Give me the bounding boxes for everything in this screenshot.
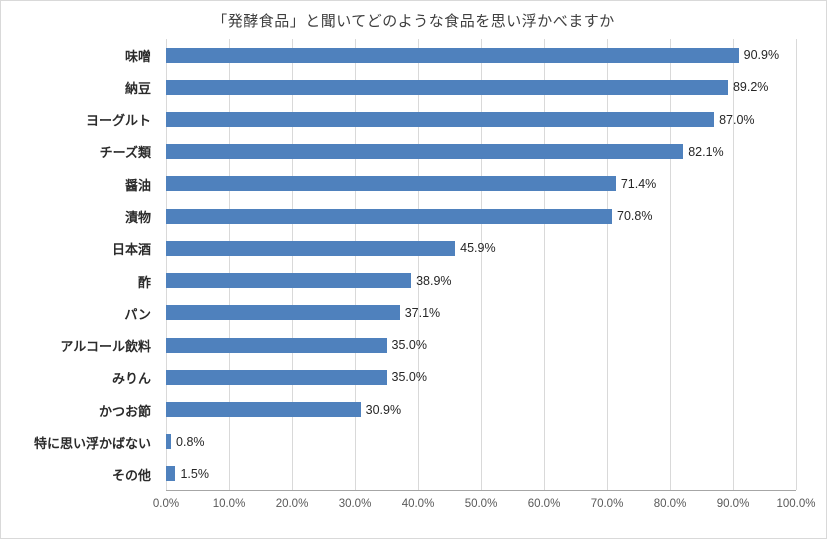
- x-axis-tick-label: 60.0%: [527, 498, 561, 510]
- value-label: 70.8%: [617, 209, 653, 224]
- bar: [166, 434, 172, 450]
- x-axis-tick-label: 20.0%: [275, 498, 309, 510]
- bar-row: 70.8%: [166, 200, 796, 232]
- bar-row: 37.1%: [166, 297, 796, 329]
- x-axis-tick-label: 100.0%: [776, 498, 816, 510]
- gridline: [481, 39, 482, 490]
- bar: [166, 176, 616, 192]
- value-label: 35.0%: [391, 338, 427, 353]
- value-label: 1.5%: [180, 466, 209, 481]
- bar-row: 82.1%: [166, 136, 796, 168]
- gridline: [670, 39, 671, 490]
- bar-row: 0.8%: [166, 426, 796, 458]
- bar-row: 38.9%: [166, 265, 796, 297]
- x-axis-tick-label: 50.0%: [464, 498, 498, 510]
- value-label: 87.0%: [719, 112, 755, 127]
- gridline: [418, 39, 419, 490]
- bar: [166, 112, 715, 128]
- value-label: 38.9%: [416, 273, 452, 288]
- value-label: 71.4%: [620, 176, 657, 191]
- gridline: [355, 39, 356, 490]
- bar: [166, 79, 728, 95]
- bar-row: 71.4%: [166, 168, 796, 200]
- x-axis-tick-label: 0.0%: [152, 498, 180, 510]
- category-label: 特に思い浮かばない: [33, 436, 151, 452]
- value-label: 82.1%: [688, 144, 724, 159]
- category-label: チーズ類: [99, 145, 151, 161]
- bar-row: 30.9%: [166, 393, 796, 425]
- gridline: [166, 39, 167, 490]
- x-axis-tick-label: 30.0%: [338, 498, 372, 510]
- gridline: [607, 39, 608, 490]
- x-axis-tick-label: 10.0%: [212, 498, 246, 510]
- y-axis-category-labels: 味噌納豆ヨーグルトチーズ類醤油漬物日本酒酢パンアルコール飲料みりんかつお節特に思…: [1, 39, 159, 491]
- gridline: [292, 39, 293, 490]
- category-label: 酢: [137, 274, 151, 290]
- gridline: [229, 39, 230, 490]
- bar-row: 35.0%: [166, 329, 796, 361]
- bar-row: 90.9%: [166, 39, 796, 71]
- category-label: 日本酒: [111, 242, 151, 258]
- category-label: みりん: [111, 371, 151, 387]
- value-label: 35.0%: [391, 370, 427, 385]
- chart-title: 「発酵食品」と聞いてどのような食品を思い浮かべますか: [212, 13, 615, 30]
- value-label: 37.1%: [404, 305, 441, 320]
- bar: [166, 305, 400, 321]
- bar: [166, 369, 387, 385]
- x-axis-tick-label: 90.0%: [716, 498, 750, 510]
- bar-rows: 90.9% 89.2% 87.0% 82.1% 71.4% 70.8% 45.9% 38.9%…: [166, 39, 796, 490]
- value-label: 90.9%: [743, 48, 780, 63]
- x-axis-tick-label: 70.0%: [590, 498, 624, 510]
- bar: [166, 337, 387, 353]
- bar: [166, 240, 456, 256]
- category-label: 味噌: [124, 48, 151, 64]
- category-label: 納豆: [124, 80, 151, 96]
- value-label: 0.8%: [176, 434, 205, 449]
- category-label: パン: [124, 306, 151, 322]
- x-axis-tick-label: 80.0%: [653, 498, 687, 510]
- category-label: かつお節: [98, 403, 151, 419]
- category-label: その他: [111, 468, 151, 484]
- bar: [166, 466, 176, 482]
- bar: [166, 273, 412, 289]
- category-label: 漬物: [124, 210, 151, 226]
- bar-row: 87.0%: [166, 103, 796, 135]
- gridline: [733, 39, 734, 490]
- bar-row: 89.2%: [166, 71, 796, 103]
- gridline: [796, 39, 797, 490]
- plot-area: 90.9% 89.2% 87.0% 82.1% 71.4% 70.8% 45.9% 38.9%…: [166, 39, 797, 491]
- bar: [166, 47, 739, 63]
- bar-row: 35.0%: [166, 361, 796, 393]
- value-label: 45.9%: [460, 241, 496, 256]
- bar: [166, 144, 684, 160]
- category-label: アルコール飲料: [60, 339, 151, 355]
- bar: [166, 402, 361, 418]
- value-label: 89.2%: [732, 80, 769, 95]
- x-axis-tick-labels: 0.0% 10.0% 20.0% 30.0% 40.0% 50.0% 60.0% 70.0% 8…: [153, 498, 816, 514]
- bar-row: 1.5%: [166, 458, 796, 490]
- bar-row: 45.9%: [166, 232, 796, 264]
- category-label: 醤油: [124, 177, 151, 193]
- value-label: 30.9%: [365, 402, 402, 417]
- category-label: ヨーグルト: [85, 113, 151, 129]
- bar: [166, 208, 613, 224]
- x-axis-tick-label: 40.0%: [401, 498, 435, 510]
- gridline: [544, 39, 545, 490]
